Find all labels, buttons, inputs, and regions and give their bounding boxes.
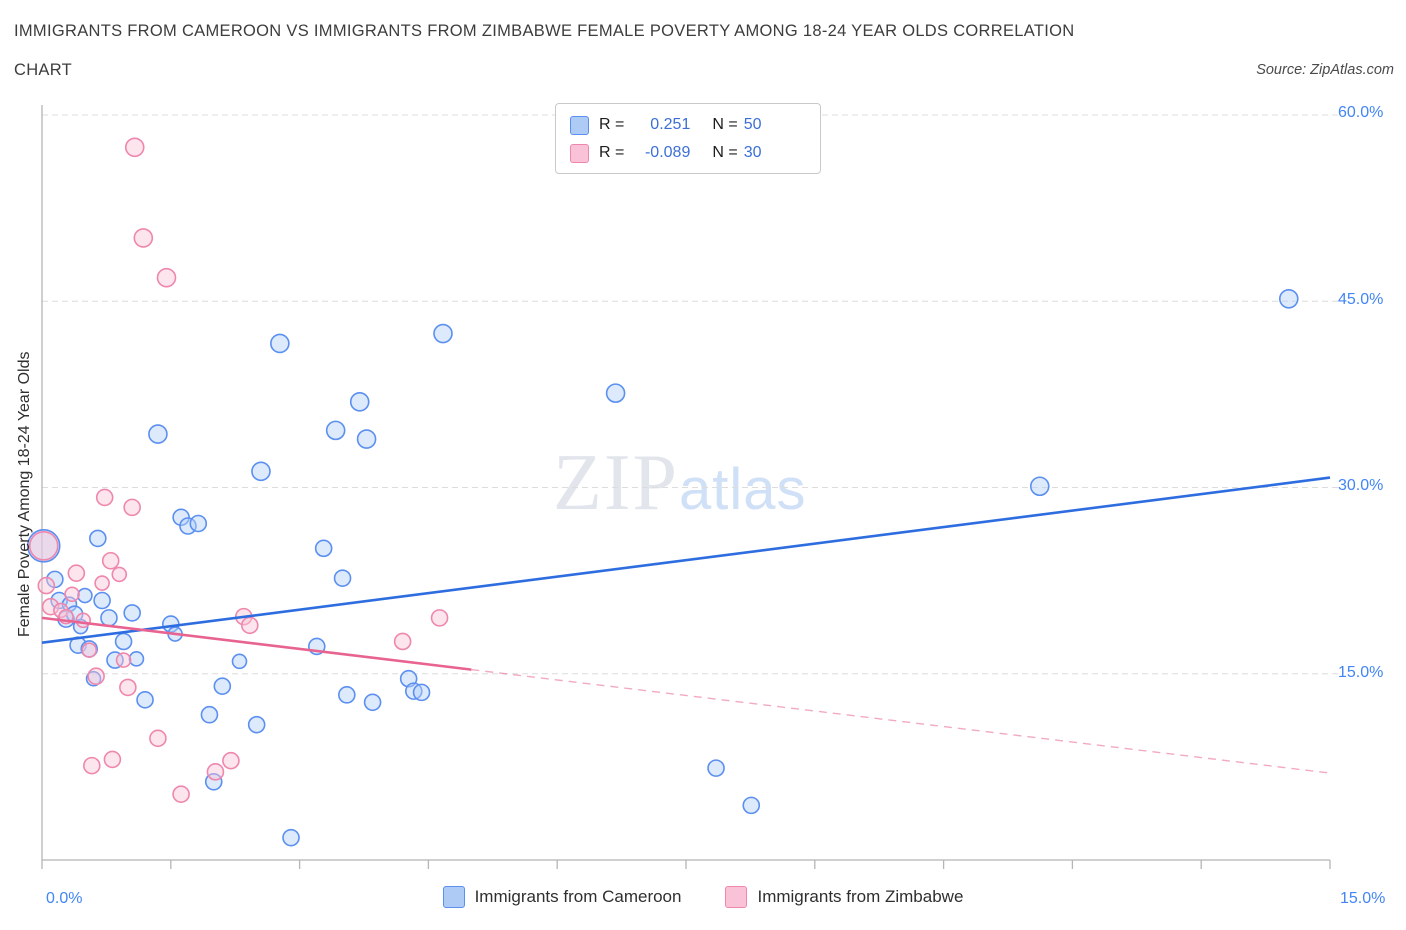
cameroon-swatch [570,115,589,135]
correlation-legend: R = 0.251 N = 50 R = -0.089 N = 30 [555,103,821,174]
y-tick-15: 15.0% [1338,664,1384,681]
source-credit: Source: ZipAtlas.com [1256,62,1394,78]
zimbabwe-legend-label: Immigrants from Zimbabwe [757,887,964,906]
y-axis-title: Female Poverty Among 18-24 Year Olds [16,351,33,637]
legend-row-cameroon: R = 0.251 N = 50 [570,111,810,139]
n-label-zimbabwe: N = [712,144,738,161]
n-value-cameroon: 50 [743,116,762,133]
zimbabwe-legend-swatch [725,886,748,908]
r-value-zimbabwe: -0.089 [644,144,691,161]
x-tick-0: 0.0% [46,890,83,907]
y-tick-60: 60.0% [1338,104,1384,121]
bottom-legend-zimbabwe: Immigrants from Zimbabwe [725,886,963,908]
bottom-legend: Immigrants from Cameroon Immigrants from… [0,886,1406,908]
chart-title-line2: CHART [14,61,73,79]
zimbabwe-swatch [570,143,589,163]
cameroon-legend-label: Immigrants from Cameroon [474,887,682,906]
r-label-zimbabwe: R = [599,144,625,161]
n-label-cameroon: N = [712,116,738,133]
x-tick-15: 15.0% [1340,890,1386,907]
legend-row-zimbabwe: R = -0.089 N = 30 [570,139,810,167]
bottom-legend-cameroon: Immigrants from Cameroon [442,886,682,908]
r-label-cameroon: R = [599,116,625,133]
y-tick-30: 30.0% [1338,477,1384,494]
chart-title-line1: IMMIGRANTS FROM CAMEROON VS IMMIGRANTS F… [14,22,1075,40]
r-value-cameroon: 0.251 [650,116,691,133]
cameroon-legend-swatch [442,886,465,908]
n-value-zimbabwe: 30 [743,144,762,161]
y-tick-45: 45.0% [1338,291,1384,308]
